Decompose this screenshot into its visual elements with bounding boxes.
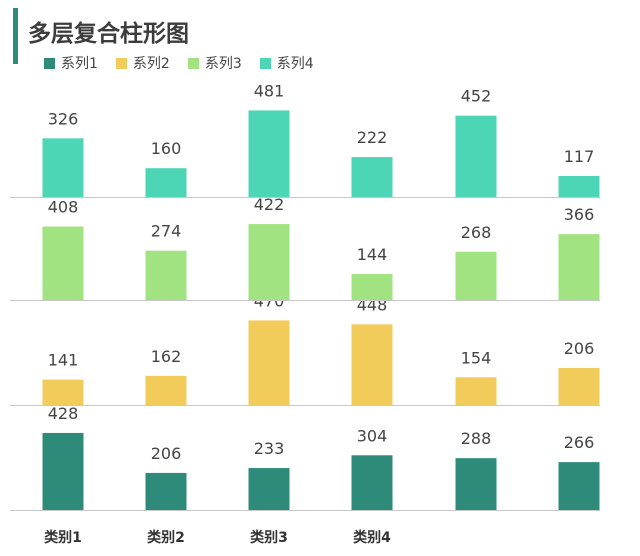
bar-series1-cat2 <box>145 472 187 510</box>
bar-series4-cat1 <box>42 138 84 197</box>
bar-series2-cat6 <box>558 367 600 405</box>
category-label: 类别4 <box>353 529 391 546</box>
data-label: 206 <box>151 444 182 463</box>
bar-series4-cat5 <box>455 115 497 197</box>
data-label: 162 <box>151 347 182 366</box>
category-label: 类别3 <box>250 529 288 546</box>
bar-series4-cat3 <box>248 110 290 197</box>
data-label: 481 <box>254 81 285 100</box>
bar-series3-cat5 <box>455 251 497 300</box>
bar-series3-cat1 <box>42 226 84 300</box>
bar-series4-cat2 <box>145 168 187 197</box>
legend-swatch <box>259 57 271 69</box>
data-label: 366 <box>564 205 595 224</box>
panel-1: 428 206 233 304 288 266 <box>10 404 600 511</box>
bar-series4-cat4 <box>351 157 393 197</box>
bar-series2-cat1 <box>42 379 84 405</box>
legend-swatch <box>115 57 127 69</box>
data-label: 288 <box>461 429 492 448</box>
bar-series3-cat4 <box>351 274 393 300</box>
legend-swatch <box>187 57 199 69</box>
bar-series2-cat4 <box>351 324 393 405</box>
data-label: 274 <box>151 222 182 241</box>
bar-series3-cat6 <box>558 234 600 300</box>
legend: 系列1 系列2 系列3 系列4 <box>44 53 332 73</box>
data-label: 117 <box>564 147 595 166</box>
bar-series2-cat2 <box>145 375 187 405</box>
data-label: 452 <box>461 87 492 106</box>
panel-4: 326 160 481 222 452 117 <box>10 81 600 198</box>
data-label: 408 <box>48 198 79 217</box>
data-label: 422 <box>254 195 285 214</box>
chart-title: 多层复合柱形图 <box>28 21 189 47</box>
data-label: 326 <box>48 109 79 128</box>
bar-series3-cat2 <box>145 250 187 300</box>
data-label: 268 <box>461 223 492 242</box>
legend-label: 系列4 <box>276 56 314 72</box>
data-label: 266 <box>564 433 595 452</box>
legend-item-4: 系列4 <box>259 53 314 73</box>
data-label: 222 <box>357 128 388 147</box>
bar-series3-cat3 <box>248 224 290 300</box>
legend-label: 系列3 <box>204 56 242 72</box>
bar-series1-cat3 <box>248 468 290 510</box>
bar-series1-cat5 <box>455 458 497 510</box>
bar-series2-cat3 <box>248 320 290 405</box>
bar-series4-cat6 <box>558 175 600 197</box>
title-accent-bar <box>13 8 18 64</box>
data-label: 233 <box>254 439 285 458</box>
data-label: 304 <box>357 426 388 445</box>
bar-series1-cat6 <box>558 462 600 510</box>
legend-item-2: 系列2 <box>115 53 170 73</box>
legend-item-3: 系列3 <box>187 53 242 73</box>
data-label: 428 <box>48 404 79 423</box>
category-label: 类别2 <box>147 529 185 546</box>
data-label: 144 <box>357 245 388 264</box>
data-label: 141 <box>48 351 79 370</box>
legend-label: 系列2 <box>132 56 170 72</box>
legend-swatch <box>44 57 55 69</box>
panel-3: 408 274 422 144 268 366 <box>10 195 600 301</box>
bar-series1-cat1 <box>42 432 84 510</box>
legend-item-1: 系列1 <box>44 53 98 73</box>
category-label: 类别1 <box>44 529 82 546</box>
legend-label: 系列1 <box>61 56 98 72</box>
data-label: 160 <box>151 139 182 158</box>
panel-2: 141162470448154206 <box>10 291 600 406</box>
bar-series1-cat4 <box>351 455 393 510</box>
data-label: 154 <box>461 348 492 367</box>
bar-series2-cat5 <box>455 377 497 405</box>
data-label: 206 <box>564 339 595 358</box>
